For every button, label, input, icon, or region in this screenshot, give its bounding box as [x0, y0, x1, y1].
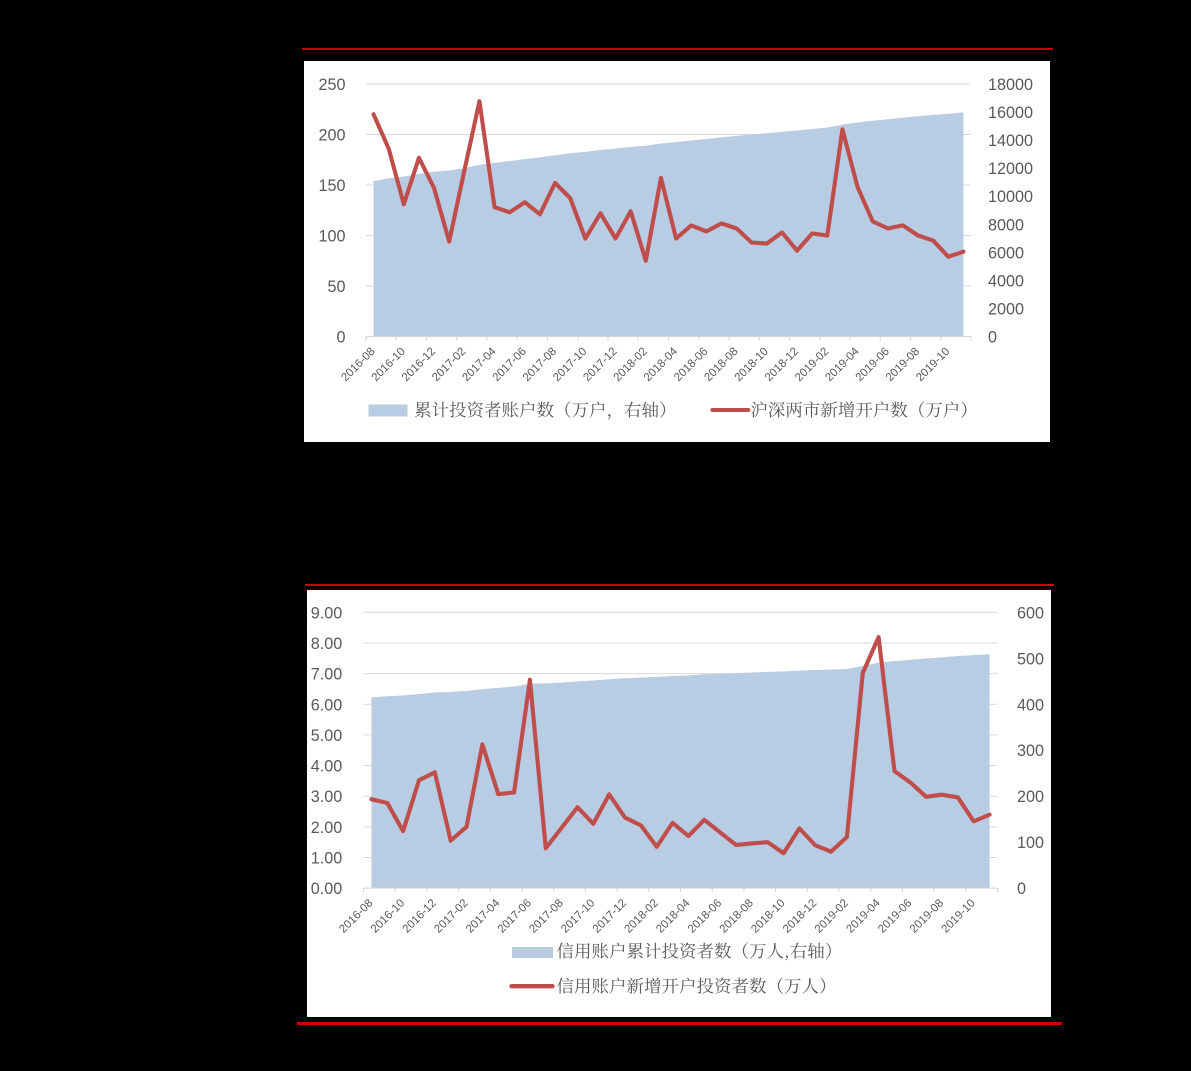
svg-text:0.00: 0.00: [311, 880, 343, 898]
svg-text:6.00: 6.00: [311, 696, 343, 714]
svg-text:600: 600: [1017, 604, 1044, 622]
svg-text:5.00: 5.00: [311, 727, 343, 745]
svg-text:18000: 18000: [988, 76, 1033, 94]
svg-text:8000: 8000: [988, 216, 1024, 234]
svg-text:50: 50: [327, 278, 345, 296]
svg-text:10000: 10000: [988, 188, 1033, 206]
svg-text:16000: 16000: [988, 104, 1033, 122]
svg-text:8.00: 8.00: [311, 635, 343, 653]
svg-text:9.00: 9.00: [311, 604, 343, 622]
svg-text:500: 500: [1017, 650, 1044, 668]
svg-text:0: 0: [988, 329, 997, 347]
svg-text:100: 100: [1017, 834, 1044, 852]
svg-text:6000: 6000: [988, 244, 1024, 262]
svg-text:400: 400: [1017, 696, 1044, 714]
svg-text:150: 150: [318, 177, 345, 195]
svg-text:0: 0: [336, 329, 345, 347]
svg-text:7.00: 7.00: [311, 666, 343, 684]
svg-text:2000: 2000: [988, 300, 1024, 318]
svg-text:3.00: 3.00: [311, 788, 343, 806]
svg-text:200: 200: [318, 127, 345, 145]
svg-text:300: 300: [1017, 742, 1044, 760]
svg-text:100: 100: [318, 228, 345, 246]
svg-text:4.00: 4.00: [311, 758, 343, 776]
svg-text:14000: 14000: [988, 132, 1033, 150]
svg-text:200: 200: [1017, 788, 1044, 806]
svg-text:12000: 12000: [988, 160, 1033, 178]
svg-text:250: 250: [318, 76, 345, 94]
svg-text:4000: 4000: [988, 272, 1024, 290]
svg-text:1.00: 1.00: [311, 850, 343, 868]
svg-text:0: 0: [1017, 880, 1026, 898]
svg-text:2.00: 2.00: [311, 819, 343, 837]
